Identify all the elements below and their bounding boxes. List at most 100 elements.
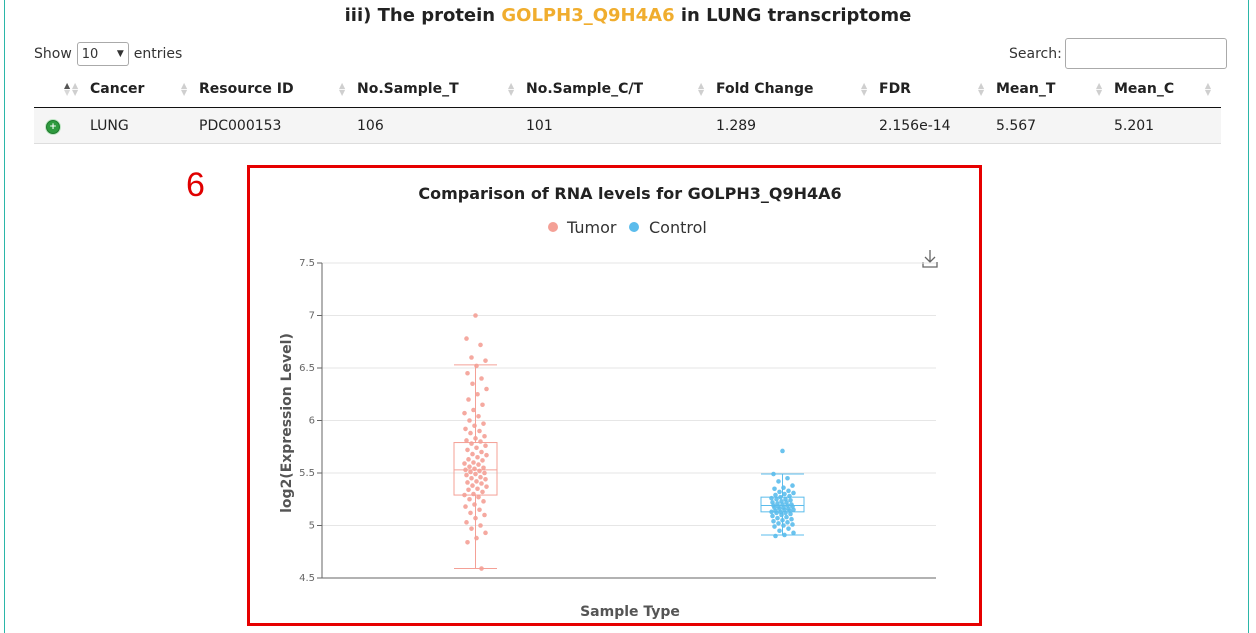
control-point xyxy=(789,516,794,522)
cell-mean-c: 5.201 xyxy=(1092,107,1221,144)
page-title: iii) The protein GOLPH3_Q9H4A6 in LUNG t… xyxy=(0,5,1256,26)
results-table: ▲ ▼ ▲ ▼ Cancer ▲ ▼ Resource ID ▲ ▼ No.Sample_T … xyxy=(34,71,1221,144)
search-label: Search: xyxy=(1009,45,1062,62)
control-point xyxy=(779,512,784,518)
control-point xyxy=(774,496,779,502)
panel-border-right xyxy=(1248,0,1249,633)
tumor-point xyxy=(477,468,482,474)
legend-label-tumor[interactable]: Tumor xyxy=(566,218,617,237)
tumor-point xyxy=(479,376,484,381)
tumor-point xyxy=(479,566,484,571)
tumor-point xyxy=(465,540,470,545)
tumor-point xyxy=(473,436,478,441)
tumor-point xyxy=(483,358,488,363)
sort-icon: ▲ ▼ xyxy=(698,81,705,97)
tumor-point xyxy=(470,451,475,457)
column-header-mean-t[interactable]: ▲ ▼ Mean_T xyxy=(974,71,1092,108)
tumor-point xyxy=(470,381,475,387)
column-header-resource-id[interactable]: ▲ ▼ Resource ID xyxy=(177,71,335,108)
tumor-point xyxy=(483,530,488,536)
legend-marker-tumor xyxy=(548,222,558,232)
sort-icon: ▲ ▼ xyxy=(181,81,188,97)
expand-row-icon[interactable]: + xyxy=(46,120,60,134)
control-point xyxy=(791,530,796,536)
control-point xyxy=(780,517,785,523)
control-point xyxy=(791,507,796,513)
tumor-point xyxy=(464,336,469,341)
column-header-expand[interactable]: ▲ ▼ xyxy=(34,71,71,108)
column-header-no-sample-ct[interactable]: ▲ ▼ No.Sample_C/T xyxy=(504,71,694,108)
tumor-point xyxy=(468,510,473,516)
sort-icon: ▲ ▼ xyxy=(64,81,71,97)
control-point xyxy=(781,523,786,528)
tumor-point xyxy=(472,466,477,472)
control-point xyxy=(783,510,788,516)
control-point xyxy=(786,526,791,531)
control-point xyxy=(778,494,783,500)
search-input[interactable] xyxy=(1064,38,1227,69)
tumor-point xyxy=(475,486,480,492)
tumor-point xyxy=(467,496,472,502)
tumor-point xyxy=(468,430,473,436)
tumor-point xyxy=(469,526,474,531)
tumor-point xyxy=(478,474,483,480)
tumor-point xyxy=(474,445,479,451)
sort-icon: ▲ ▼ xyxy=(72,81,79,97)
y-axis-label: log2(Expression Level) xyxy=(279,333,295,513)
tumor-point xyxy=(469,355,474,360)
title-prefix: iii) The protein xyxy=(344,5,502,26)
panel-border-left xyxy=(4,0,5,633)
show-label: Show xyxy=(34,46,72,62)
tumor-point xyxy=(475,391,480,397)
chevron-down-icon: ▼ xyxy=(116,49,124,59)
sort-icon: ▲ ▼ xyxy=(1096,81,1103,97)
control-point xyxy=(770,513,775,519)
tumor-point xyxy=(473,471,478,477)
tumor-point xyxy=(483,477,488,482)
column-header-mean-c[interactable]: ▲ ▼ Mean_C ▲ ▼ xyxy=(1092,71,1221,108)
expand-cell[interactable]: + xyxy=(34,107,68,144)
cell-fdr: 2.156e-14 xyxy=(857,107,974,144)
boxplot-chart: Comparison of RNA levels for GOLPH3_Q9H4… xyxy=(279,184,938,620)
tumor-point xyxy=(462,461,467,466)
tumor-point xyxy=(481,465,486,471)
control-point xyxy=(787,493,792,499)
y-tick-label: 6.5 xyxy=(299,363,315,374)
tumor-point xyxy=(482,512,487,518)
tumor-point xyxy=(462,492,467,498)
entries-select[interactable]: 10 ▼ xyxy=(76,42,129,66)
tumor-point xyxy=(462,410,467,416)
control-point xyxy=(773,492,778,498)
tumor-point xyxy=(466,457,471,462)
tumor-point xyxy=(477,428,482,434)
tumor-point xyxy=(480,489,485,495)
tumor-point xyxy=(466,487,471,493)
sort-icon: ▲ ▼ xyxy=(508,81,515,97)
entries-label: entries xyxy=(133,46,183,62)
chart-title: Comparison of RNA levels for GOLPH3_Q9H4… xyxy=(418,184,841,203)
column-header-no-sample-t[interactable]: ▲ ▼ No.Sample_T xyxy=(335,71,504,108)
tumor-point xyxy=(473,515,478,521)
column-header-cancer[interactable]: ▲ ▼ Cancer xyxy=(68,71,177,108)
tumor-point xyxy=(478,439,483,444)
y-tick-label: 4.5 xyxy=(299,573,315,584)
tumor-point xyxy=(467,464,472,470)
control-point xyxy=(773,533,778,539)
tumor-point xyxy=(478,342,483,348)
tumor-point xyxy=(482,470,487,476)
tumor-point xyxy=(463,504,468,509)
tumor-point xyxy=(463,467,468,473)
tumor-point xyxy=(471,407,476,413)
control-point xyxy=(790,522,795,527)
download-icon[interactable] xyxy=(922,250,938,268)
column-header-fold-change[interactable]: ▲ ▼ Fold Change xyxy=(694,71,857,108)
column-header-fdr[interactable]: ▲ ▼ FDR xyxy=(857,71,974,108)
table-header-row: ▲ ▼ ▲ ▼ Cancer ▲ ▼ Resource ID ▲ ▼ No.Sample_T … xyxy=(34,71,1221,108)
chart-highlight-box: Comparison of RNA levels for GOLPH3_Q9H4… xyxy=(247,165,982,626)
control-point xyxy=(782,491,787,497)
control-point xyxy=(790,483,795,488)
legend-label-control[interactable]: Control xyxy=(649,218,707,237)
tumor-point xyxy=(467,418,472,423)
tumor-point xyxy=(483,443,488,449)
tumor-point xyxy=(471,460,476,465)
